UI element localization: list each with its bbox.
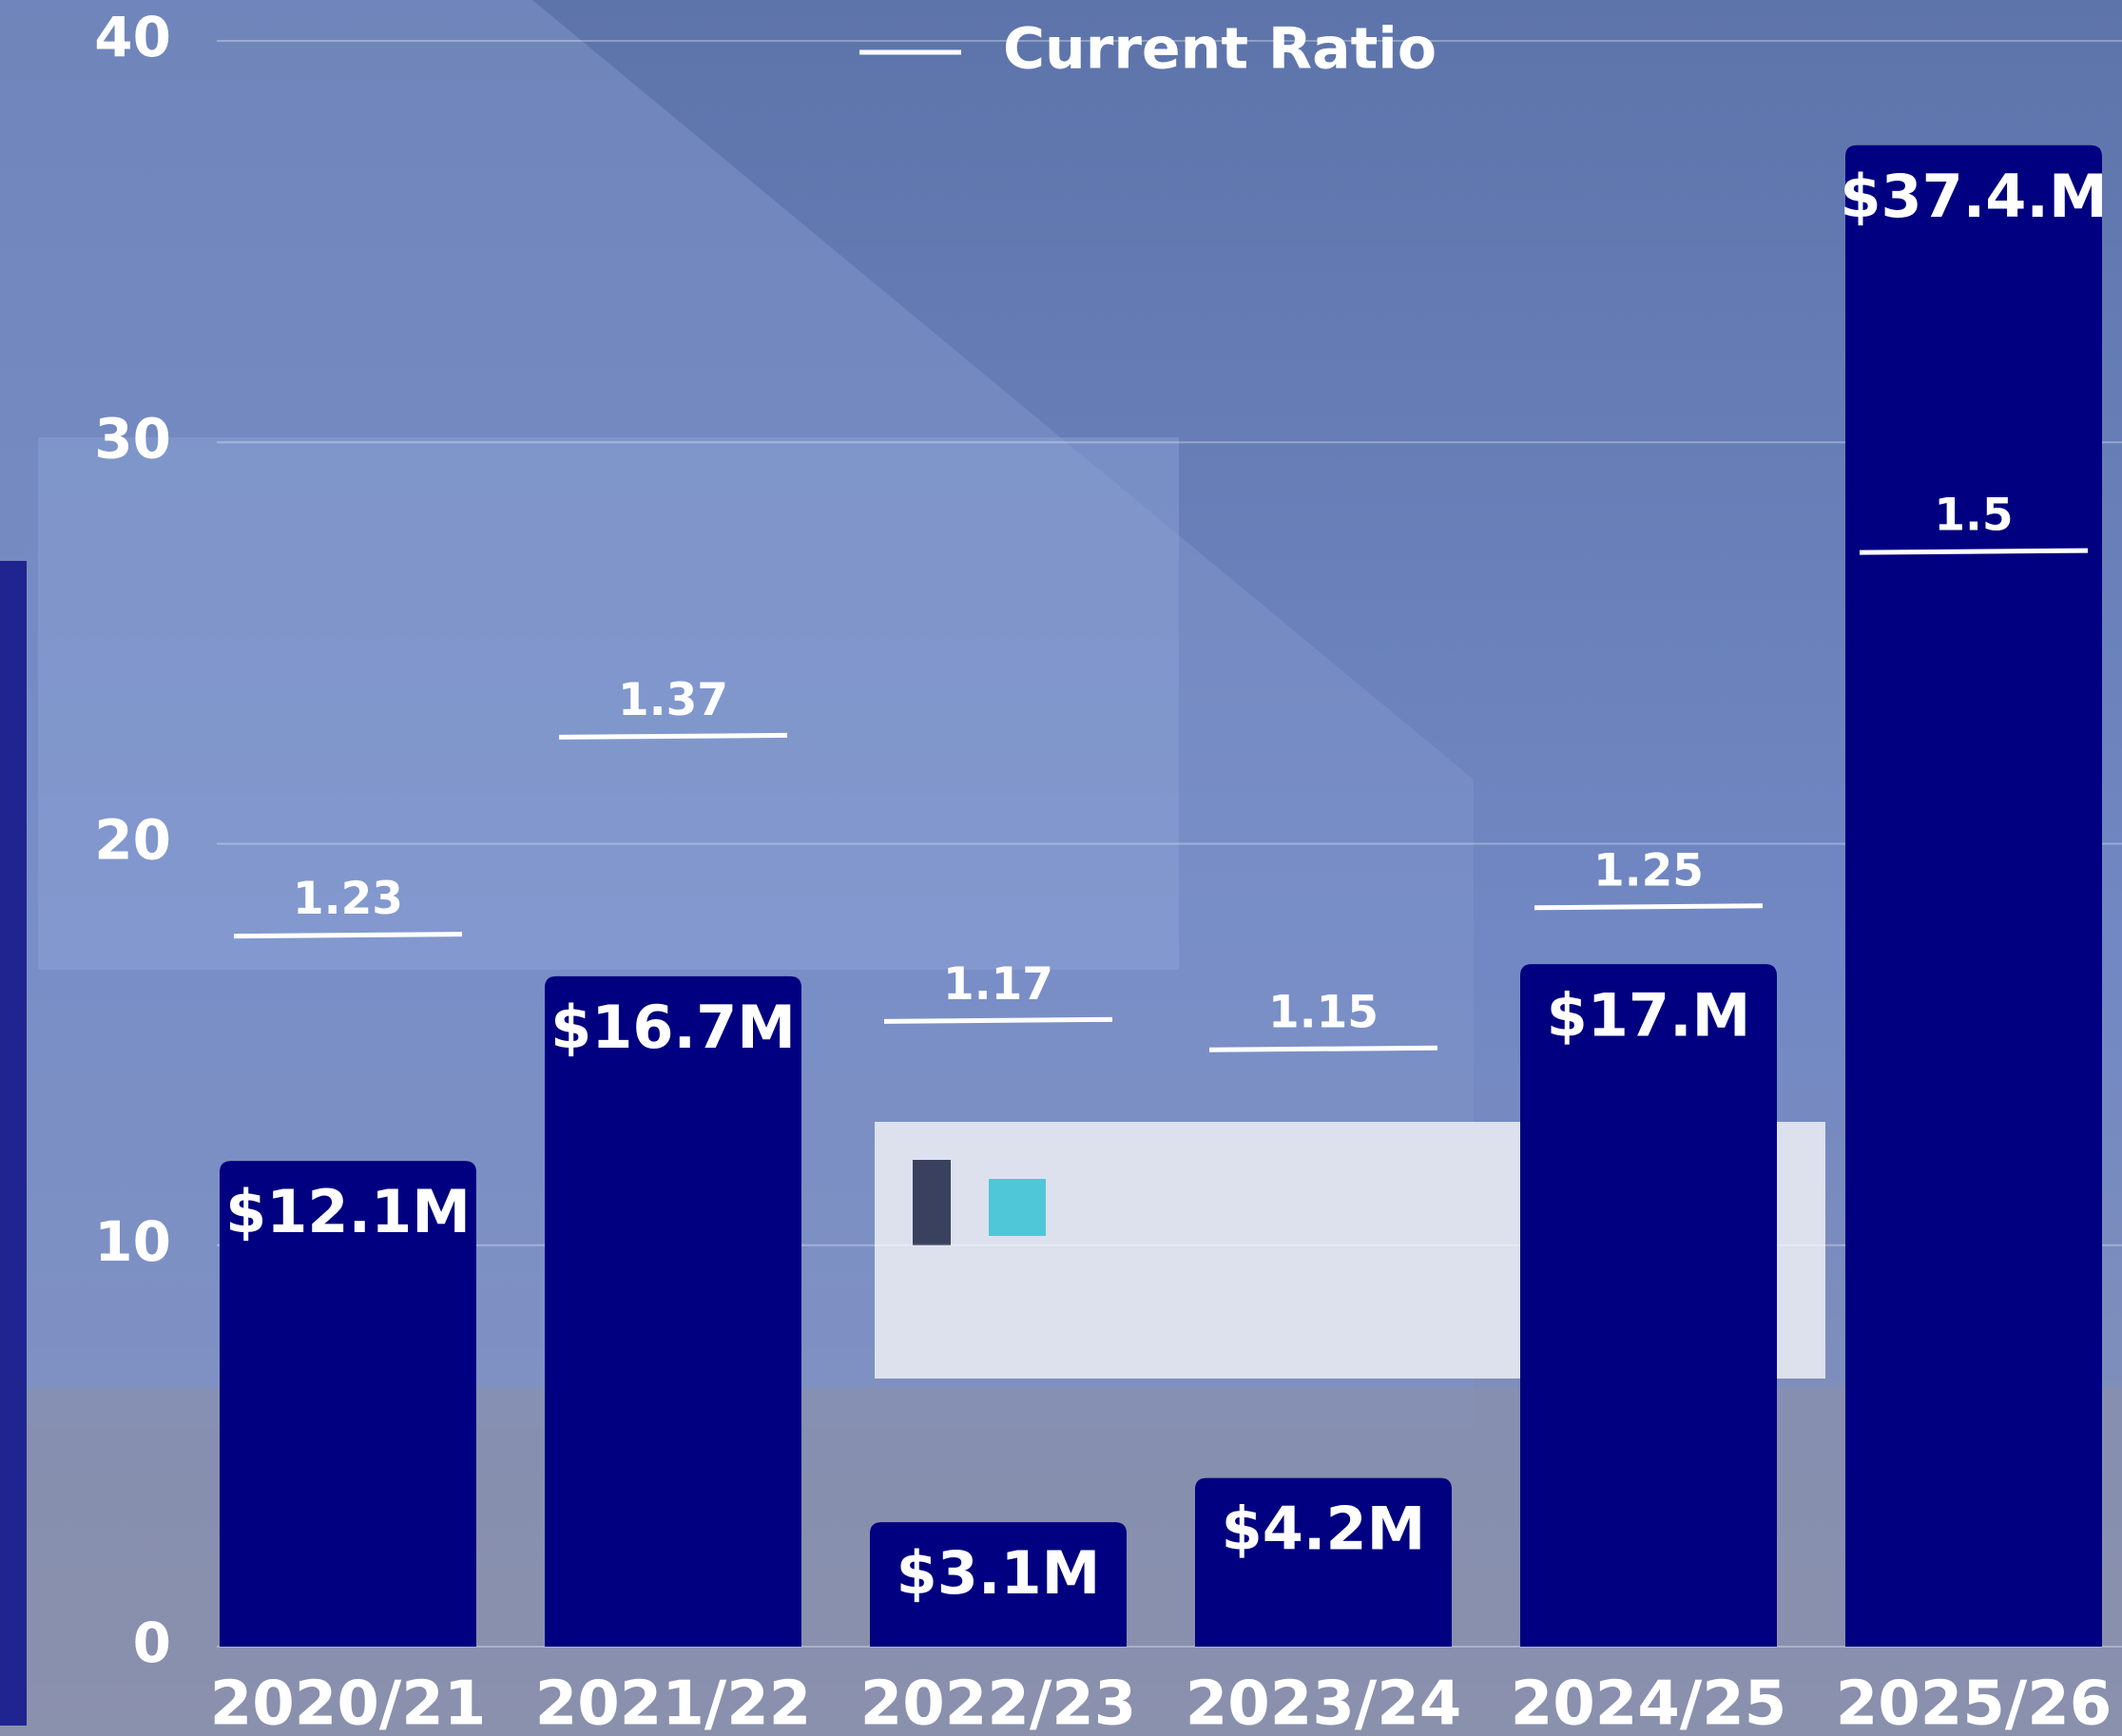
x-tick-label: 2022/23 (860, 1669, 1137, 1736)
y-tick-label: 0 (133, 1611, 171, 1675)
ratio-marker (883, 1016, 1113, 1024)
ratio-label: 1.17 (943, 958, 1053, 1011)
y-tick-label: 30 (94, 406, 171, 471)
bar (1845, 145, 2102, 1647)
building-facade (38, 437, 1179, 970)
x-tick-label: 2024/25 (1511, 1669, 1787, 1736)
ratio-label: 1.23 (293, 873, 403, 925)
x-tick-label: 2020/21 (210, 1669, 487, 1736)
bar-value-label: $12.1M (225, 1177, 471, 1246)
x-tick-label: 2021/22 (535, 1669, 812, 1736)
building (0, 0, 1474, 1426)
legend-label: Current Ratio (1003, 16, 1437, 83)
ratio-marker (1208, 1045, 1438, 1052)
x-tick-label: 2025/26 (1836, 1669, 2112, 1736)
logo (913, 1160, 951, 1245)
bar (870, 1522, 1127, 1647)
bar-value-label: $3.1M (897, 1538, 1101, 1608)
ratio-label: 1.5 (1934, 490, 2013, 542)
bar-value-label: $16.7M (550, 993, 796, 1062)
ratio-marker (1534, 903, 1764, 911)
bar (1195, 1477, 1452, 1647)
y-tick-label: 10 (94, 1209, 171, 1274)
plot: 0 10 20 30 40 $12.1M $16.7M $3.1M $4.2M $17.M $37.… (94, 5, 2122, 1736)
logo-plus (989, 1179, 1046, 1236)
ratio-marker (558, 732, 788, 740)
bar (220, 1161, 476, 1647)
ratio-marker (1859, 548, 2089, 555)
ratio-label: 1.37 (618, 674, 728, 726)
ratio-marker (233, 932, 463, 939)
bar-value-label: $37.4.M (1840, 162, 2107, 231)
bar-value-label: $17.M (1547, 980, 1751, 1050)
bar (1520, 964, 1777, 1647)
ratio-label: 1.15 (1268, 987, 1379, 1039)
left-strip (0, 561, 27, 1726)
bar-value-label: $4.2M (1222, 1495, 1426, 1564)
x-tick-label: 2023/24 (1186, 1669, 1462, 1736)
y-tick-label: 40 (94, 5, 171, 69)
ratio-label: 1.25 (1593, 844, 1704, 897)
y-tick-label: 20 (94, 808, 171, 873)
bar (545, 975, 801, 1647)
